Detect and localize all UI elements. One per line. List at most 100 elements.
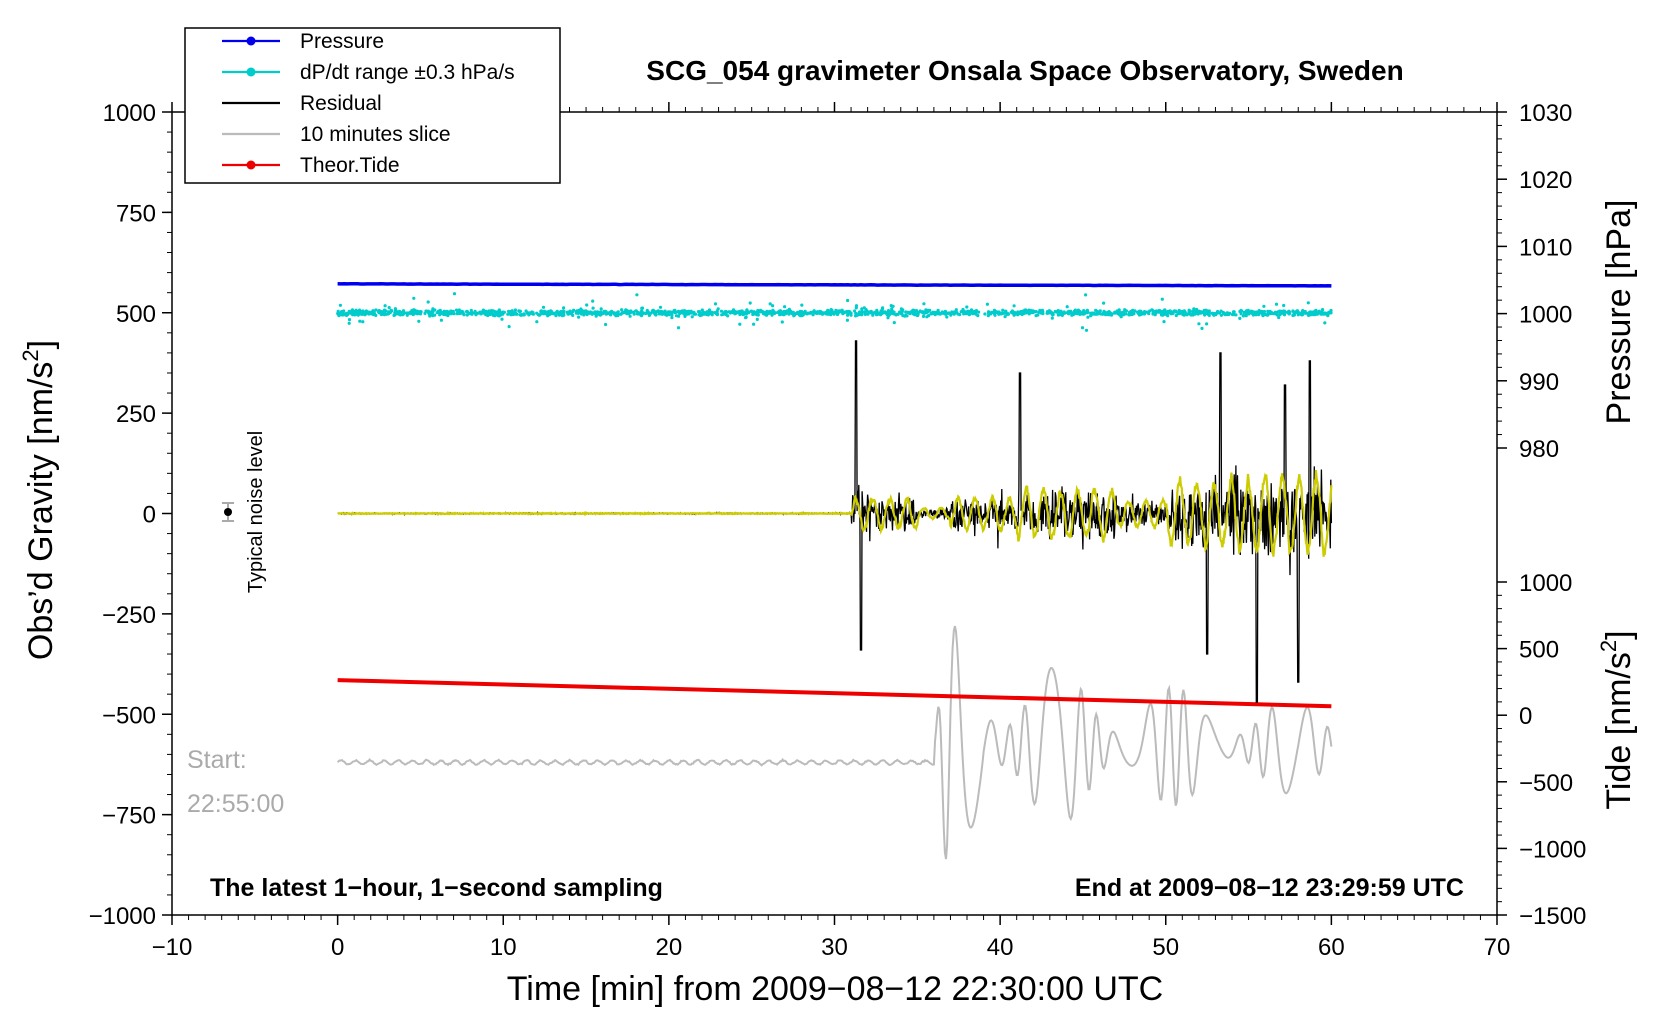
dpdt-point xyxy=(1148,309,1152,313)
dpdt-point xyxy=(1085,311,1089,315)
dpdt-point xyxy=(377,310,381,314)
dpdt-point xyxy=(1130,310,1134,314)
dpdt-point xyxy=(778,313,782,317)
dpdt-point xyxy=(739,309,743,313)
dpdt-point xyxy=(1278,313,1282,317)
dpdt-point xyxy=(612,311,617,316)
series-10-minutes-slice-line xyxy=(336,625,1333,860)
dpdt-point xyxy=(558,312,562,316)
dpdt-point xyxy=(552,312,556,316)
dpdt-point xyxy=(577,315,581,319)
dpdt-point xyxy=(914,309,919,313)
dpdt-point xyxy=(946,311,950,315)
dpdt-point xyxy=(640,310,644,314)
y-left-tick-label: 0 xyxy=(143,502,156,529)
dpdt-point xyxy=(412,296,416,300)
dpdt-point xyxy=(500,317,504,321)
dpdt-point xyxy=(547,311,551,316)
y-axis-title-tide-main: Tide [nm/s xyxy=(1600,652,1638,809)
dpdt-point xyxy=(1182,309,1186,313)
y-left-tick-label: −500 xyxy=(102,702,156,729)
dpdt-point xyxy=(1063,311,1067,315)
dpdt-point xyxy=(1232,313,1236,317)
dpdt-point xyxy=(660,311,664,315)
dpdt-point xyxy=(1056,313,1060,317)
dpdt-point xyxy=(706,311,710,315)
dpdt-point xyxy=(658,305,663,309)
dpdt-point xyxy=(846,313,850,317)
dpdt-point xyxy=(578,310,583,314)
x-tick-label: 50 xyxy=(1152,934,1179,961)
y-tide-tick-label: −1500 xyxy=(1519,903,1586,930)
dpdt-point xyxy=(841,312,845,316)
dpdt-point xyxy=(930,312,934,316)
series-residual-filtered xyxy=(337,469,1333,557)
dpdt-point xyxy=(846,298,850,303)
dpdt-point xyxy=(1160,297,1164,301)
dpdt-point xyxy=(1001,311,1005,315)
dpdt-point xyxy=(800,303,804,307)
dpdt-point xyxy=(670,316,674,320)
dpdt-point xyxy=(647,311,651,315)
chart-title: SCG_054 gravimeter Onsala Space Observat… xyxy=(646,55,1403,86)
x-axis-title: Time [min] from 2009−08−12 22:30:00 UTC xyxy=(507,970,1163,1008)
dpdt-point xyxy=(944,312,948,316)
dpdt-point xyxy=(1041,312,1045,316)
dpdt-point xyxy=(1257,313,1261,317)
dpdt-point xyxy=(383,304,387,308)
dpdt-point xyxy=(1197,322,1201,326)
dpdt-point xyxy=(1238,316,1242,320)
dpdt-point xyxy=(466,310,470,314)
dpdt-point xyxy=(723,310,727,314)
dpdt-point xyxy=(752,311,756,315)
dpdt-point xyxy=(1232,310,1236,314)
dpdt-point xyxy=(1287,312,1291,316)
dpdt-point xyxy=(1107,310,1111,314)
dpdt-point xyxy=(1257,309,1261,313)
dpdt-point xyxy=(600,312,604,316)
dpdt-point xyxy=(393,313,397,317)
dpdt-point xyxy=(522,312,526,316)
dpdt-point xyxy=(1262,304,1266,308)
dpdt-point xyxy=(815,311,820,315)
dpdt-point xyxy=(1059,309,1063,313)
dpdt-point xyxy=(1306,301,1310,305)
series-dpdt xyxy=(336,292,1333,332)
dpdt-point xyxy=(749,309,754,313)
noise-dot xyxy=(224,508,232,516)
dpdt-point xyxy=(1186,312,1190,316)
dpdt-point xyxy=(593,312,598,316)
dpdt-point xyxy=(1199,310,1204,314)
legend-box xyxy=(184,27,561,184)
dpdt-point xyxy=(569,310,573,315)
dpdt-point xyxy=(812,310,816,314)
dpdt-point xyxy=(1264,313,1268,317)
dpdt-point xyxy=(585,303,589,307)
dpdt-point xyxy=(458,311,463,315)
dpdt-point xyxy=(1060,313,1064,317)
dpdt-point xyxy=(1012,304,1016,308)
dpdt-point xyxy=(518,313,522,317)
dpdt-point xyxy=(1195,310,1199,314)
dpdt-point xyxy=(1240,309,1244,313)
dpdt-point xyxy=(741,312,746,316)
dpdt-point xyxy=(923,310,927,314)
dpdt-point xyxy=(499,313,503,317)
dpdt-point xyxy=(699,312,703,316)
y-pressure-tick-label: 1000 xyxy=(1519,302,1572,329)
dpdt-point xyxy=(405,313,409,317)
dpdt-point xyxy=(1247,311,1251,315)
x-tick-label: 60 xyxy=(1318,934,1345,961)
dpdt-point xyxy=(347,321,351,325)
dpdt-point xyxy=(949,313,953,317)
dpdt-point xyxy=(411,312,415,317)
dpdt-point xyxy=(371,309,375,313)
dpdt-point xyxy=(710,313,714,317)
dpdt-point xyxy=(941,311,945,315)
dpdt-point xyxy=(345,311,349,315)
dpdt-point xyxy=(936,311,940,316)
dpdt-point xyxy=(579,307,583,311)
dpdt-point xyxy=(1025,309,1029,313)
dpdt-point xyxy=(720,313,724,317)
dpdt-point xyxy=(599,307,603,311)
